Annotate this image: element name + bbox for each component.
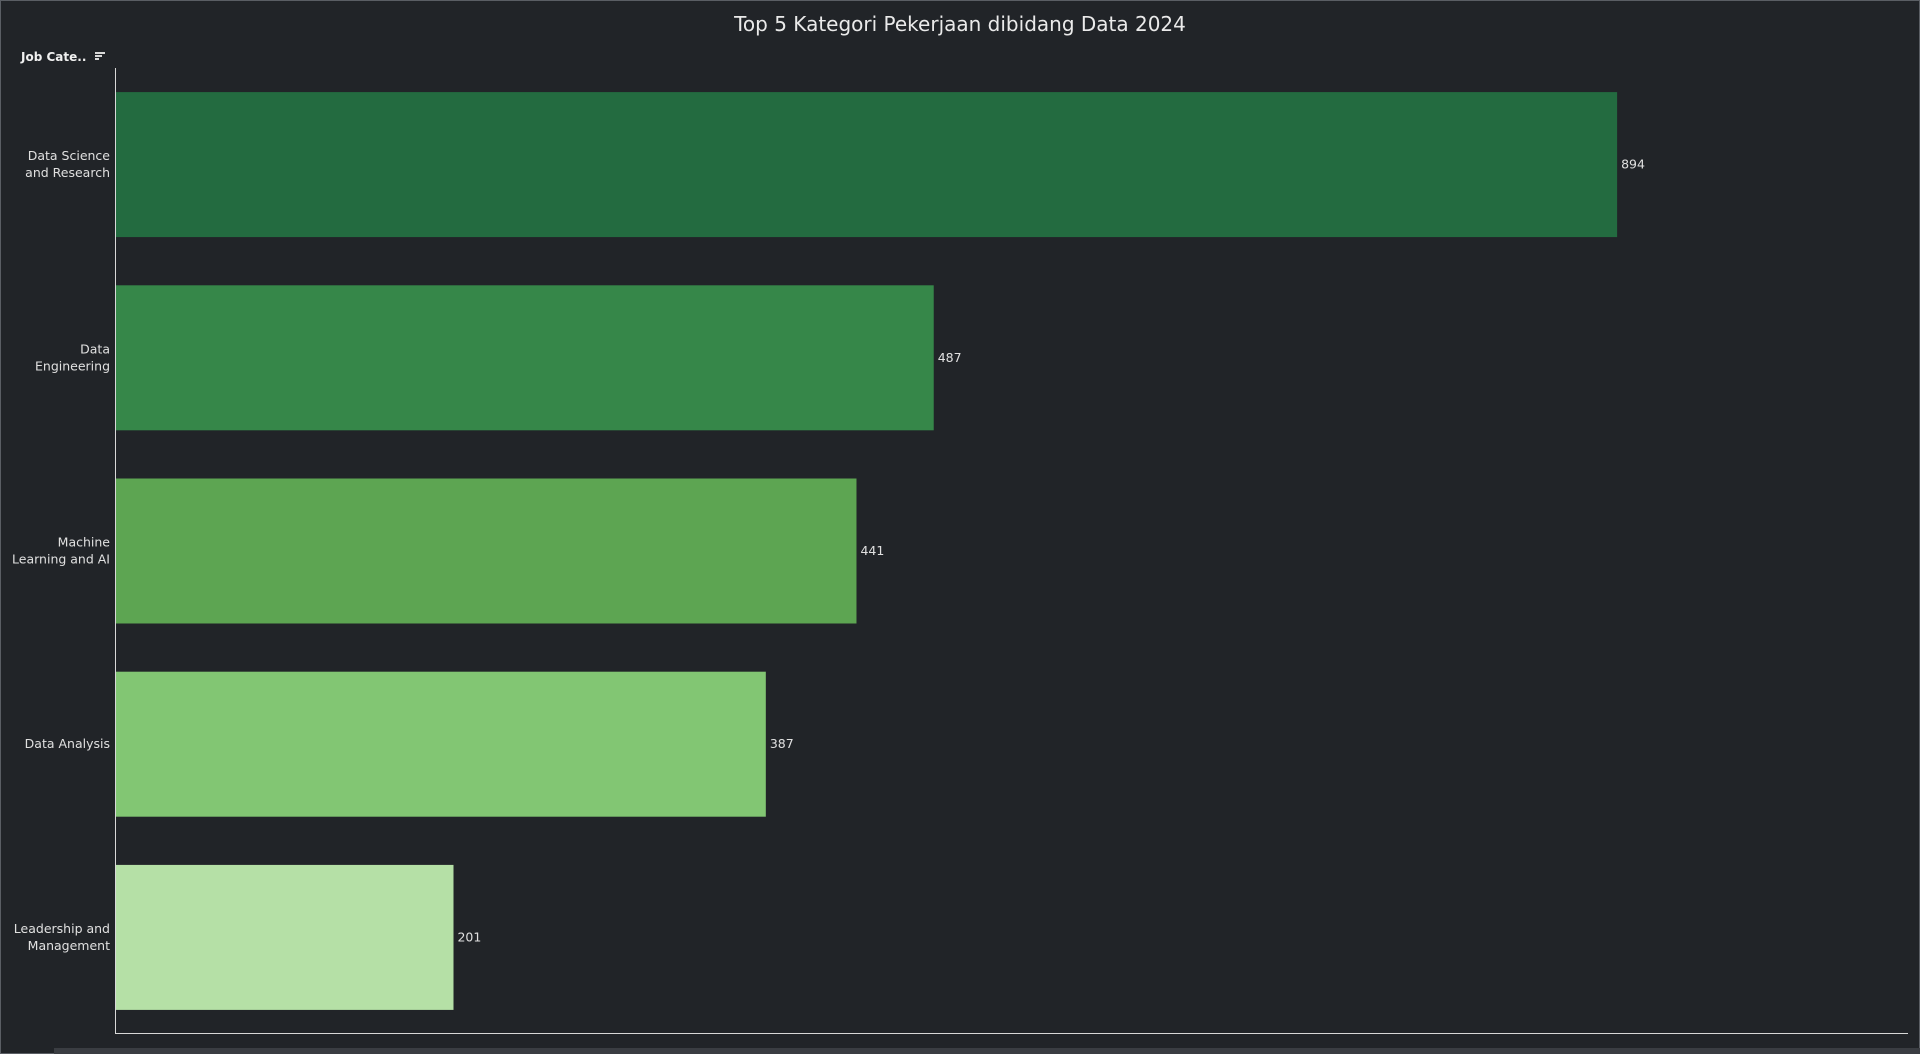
category-label-line: Leadership and bbox=[14, 921, 110, 936]
bar-1[interactable] bbox=[116, 285, 934, 431]
category-header-label: Job Cate.. bbox=[21, 50, 87, 64]
bars-group bbox=[116, 92, 1618, 1010]
data-label-1: 487 bbox=[938, 350, 962, 365]
category-label-line: Engineering bbox=[35, 358, 110, 373]
data-label-4: 201 bbox=[457, 929, 481, 944]
bar-4[interactable] bbox=[116, 864, 454, 1010]
category-label-1[interactable]: Data Engineering bbox=[35, 341, 110, 373]
category-label-line: Data Science bbox=[28, 148, 111, 163]
sort-descending-icon[interactable] bbox=[94, 51, 106, 61]
category-label-3[interactable]: Data Analysis bbox=[25, 736, 110, 751]
horizontal-scrollbar[interactable] bbox=[54, 1048, 1920, 1054]
category-label-line: Management bbox=[28, 938, 110, 953]
category-label-2[interactable]: Machine Learning and AI bbox=[12, 535, 110, 567]
chart-title: Top 5 Kategori Pekerjaan dibidang Data 2… bbox=[734, 12, 1186, 36]
category-label-line: Machine bbox=[58, 535, 111, 550]
data-label-3: 387 bbox=[770, 736, 794, 751]
bar-3[interactable] bbox=[116, 671, 766, 817]
category-label-4[interactable]: Leadership and Management bbox=[14, 921, 110, 953]
data-label-2: 441 bbox=[860, 543, 884, 558]
category-label-line: and Research bbox=[25, 165, 110, 180]
data-label-0: 894 bbox=[1621, 157, 1645, 172]
bar-2[interactable] bbox=[116, 478, 857, 624]
category-label-line: Data Analysis bbox=[25, 736, 110, 751]
category-label-line: Data bbox=[80, 341, 110, 356]
category-label-line: Learning and AI bbox=[12, 552, 110, 567]
category-header[interactable]: Job Cate.. bbox=[21, 50, 106, 64]
bar-0[interactable] bbox=[116, 92, 1618, 238]
labels-group: 894 Data Science and Research 487 Data Engine… bbox=[12, 148, 1645, 953]
category-label-0[interactable]: Data Science and Research bbox=[25, 148, 110, 180]
